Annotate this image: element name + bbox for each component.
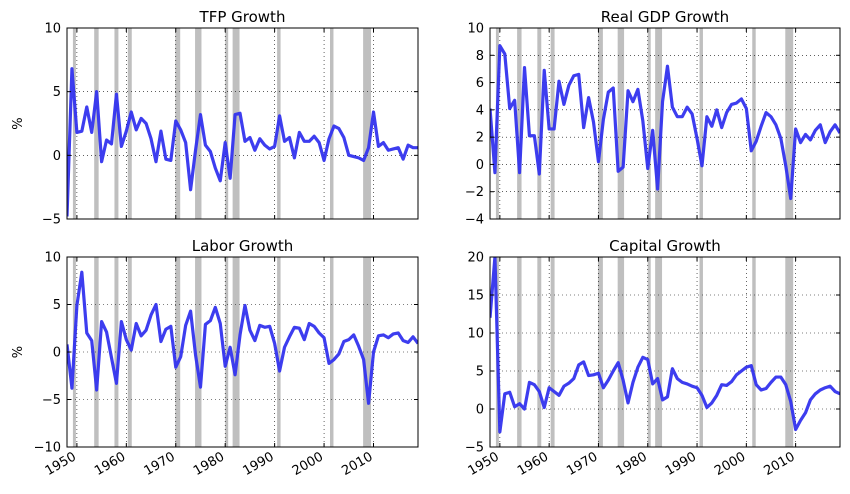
y-tick-label: −10 — [34, 441, 61, 456]
y-tick-label: 0 — [53, 149, 61, 164]
y-tick-label: 10 — [467, 327, 484, 342]
recession-band — [517, 257, 522, 447]
recession-band — [232, 257, 240, 447]
x-tick-label: 1980 — [614, 449, 650, 479]
chart-title: Labor Growth — [192, 237, 293, 255]
recession-band — [114, 28, 119, 219]
recession-band — [127, 257, 132, 447]
recession-band — [114, 257, 119, 447]
recession-band — [537, 28, 542, 219]
recession-band — [785, 257, 794, 447]
axes-frame — [489, 27, 841, 220]
recession-band — [699, 28, 703, 219]
y-tick-label: 6 — [476, 76, 484, 91]
y-tick-label: 4 — [476, 103, 484, 118]
x-tick-label: 1990 — [240, 449, 276, 479]
y-tick-label: 15 — [467, 289, 484, 304]
recession-band — [597, 257, 603, 447]
panel-real-gdp-growth: −4 −2 0 2 4 6 8 10 Real GDP Growth — [465, 8, 841, 228]
recession-band — [699, 257, 703, 447]
recession-band — [550, 257, 555, 447]
y-tick-label: 0 — [53, 346, 61, 361]
recession-band — [225, 28, 229, 219]
x-tick-label: 2000 — [712, 449, 748, 479]
recession-band — [647, 257, 651, 447]
x-tick-label: 2000 — [290, 449, 326, 479]
y-tick-label: −2 — [465, 185, 484, 200]
panel-tfp-growth: −5 0 5 10 TFP Growth% — [11, 8, 419, 228]
y-tick-label: 8 — [476, 49, 484, 64]
recession-band — [225, 257, 229, 447]
axes-frame — [489, 256, 841, 448]
x-tick-label: 2010 — [339, 449, 375, 479]
x-tick-label: 1990 — [663, 449, 699, 479]
series-line — [490, 44, 840, 201]
y-tick-label: −5 — [42, 393, 61, 408]
recession-band — [517, 28, 522, 219]
recession-band — [330, 28, 334, 219]
recession-band — [597, 28, 603, 219]
recession-band — [537, 257, 542, 447]
chart-title: TFP Growth — [199, 8, 286, 26]
y-tick-label: 10 — [467, 22, 484, 37]
series-line — [490, 257, 840, 434]
recession-band — [94, 257, 99, 447]
y-tick-label: 10 — [44, 251, 61, 266]
recession-band — [232, 28, 240, 219]
x-tick-label: 1980 — [191, 449, 227, 479]
x-tick-label: 1960 — [515, 449, 551, 479]
y-tick-label: 5 — [53, 298, 61, 313]
recession-band — [785, 28, 794, 219]
recession-band — [617, 28, 625, 219]
recession-band — [752, 28, 756, 219]
y-tick-label: 5 — [53, 85, 61, 100]
recession-band — [617, 257, 625, 447]
y-tick-label: 2 — [476, 131, 484, 146]
recession-band — [655, 257, 663, 447]
recession-band — [72, 28, 76, 219]
recession-band — [175, 257, 181, 447]
y-tick-label: 20 — [467, 251, 484, 266]
y-tick-label: −5 — [465, 441, 484, 456]
y-tick-label: −4 — [465, 213, 484, 228]
x-tick-label: 1960 — [92, 449, 128, 479]
series-line — [67, 67, 418, 217]
plot-area — [490, 257, 840, 447]
recession-band — [647, 28, 651, 219]
recession-band — [277, 257, 281, 447]
y-tick-label: 5 — [476, 365, 484, 380]
y-tick-label: 0 — [476, 403, 484, 418]
axes-frame — [66, 27, 419, 220]
x-tick-label: 1970 — [142, 449, 178, 479]
y-tick-label: 0 — [476, 158, 484, 173]
recession-band — [363, 28, 372, 219]
series-line — [67, 270, 418, 405]
recession-band — [550, 28, 555, 219]
recession-band — [752, 257, 756, 447]
y-tick-label: 10 — [44, 22, 61, 37]
y-tick-label: −5 — [42, 213, 61, 228]
x-tick-label: 1970 — [564, 449, 600, 479]
recession-band — [94, 28, 99, 219]
y-axis-label: % — [11, 117, 26, 129]
recession-band — [195, 257, 202, 447]
chart-title: Capital Growth — [609, 237, 721, 255]
chart-title: Real GDP Growth — [601, 8, 729, 26]
x-tick-label: 2010 — [761, 449, 797, 479]
y-axis-label: % — [11, 346, 26, 358]
recession-band — [655, 28, 663, 219]
